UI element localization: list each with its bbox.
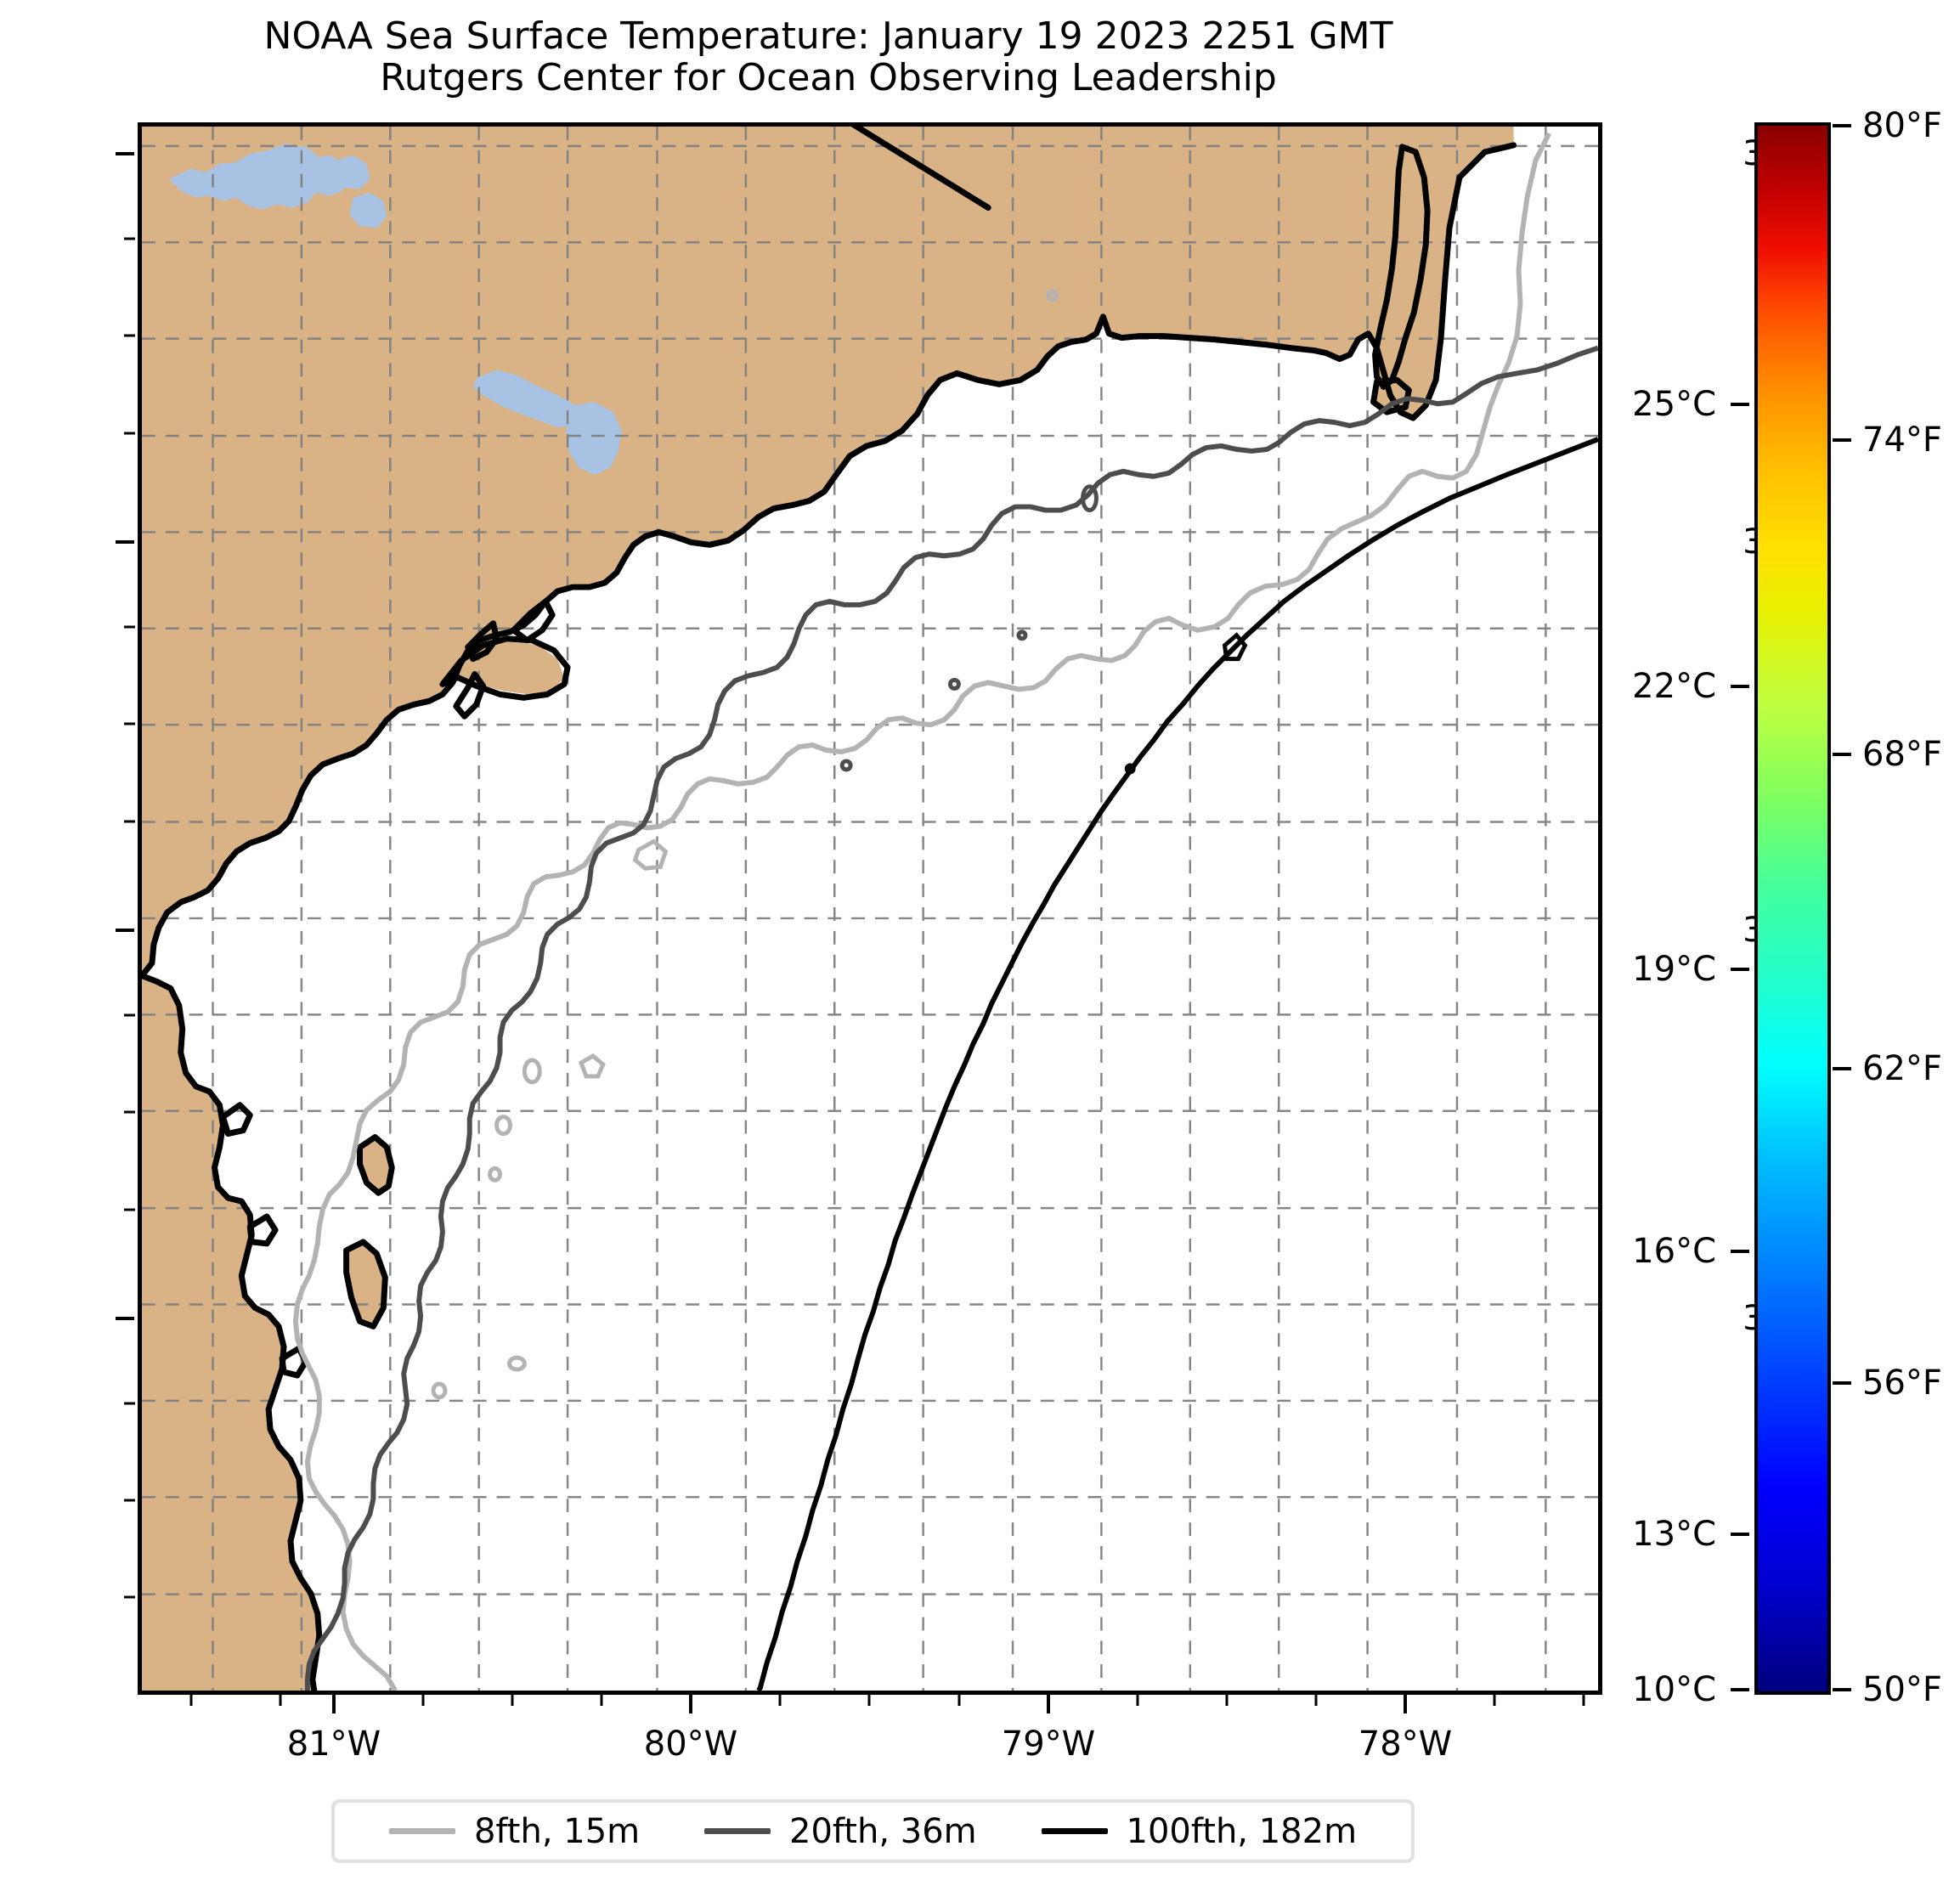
x-tick-minor-10 xyxy=(1225,1695,1229,1706)
x-tick-minor-9 xyxy=(1136,1695,1139,1706)
page-title: NOAA Sea Surface Temperature: January 19… xyxy=(263,14,1393,58)
map-plot-area[interactable] xyxy=(138,122,1602,1695)
colorbar-tick-25C xyxy=(1731,403,1749,406)
x-tick-label-79W: 79°W xyxy=(1001,1725,1096,1764)
y-tick-major-31N xyxy=(116,1317,134,1320)
x-tick-label-78W: 78°W xyxy=(1358,1725,1453,1764)
colorbar-tick-16C xyxy=(1731,1250,1749,1253)
y-tick-label-34N: 34°N xyxy=(0,134,1960,173)
y-tick-label-32N: 32°N xyxy=(0,911,1960,950)
colorbar-label-22C: 22°C xyxy=(1632,667,1716,706)
x-tick-minor-11 xyxy=(1314,1695,1318,1706)
x-tick-minor-8 xyxy=(957,1695,961,1706)
x-tick-label-80W: 80°W xyxy=(643,1725,738,1764)
x-tick-minor-5 xyxy=(600,1695,603,1706)
colorbar-label-16C: 16°C xyxy=(1632,1232,1716,1271)
y-tick-minor-5 xyxy=(124,722,135,725)
colorbar-label-68F: 68°F xyxy=(1862,735,1942,774)
x-tick-minor-7 xyxy=(867,1695,871,1706)
colorbar-tick-80F xyxy=(1833,124,1851,127)
colorbar-label-13C: 13°C xyxy=(1632,1515,1716,1554)
y-tick-minor-4 xyxy=(124,625,135,629)
colorbar-label-74F: 74°F xyxy=(1862,421,1942,460)
isobath-legend[interactable]: 8fth, 15m 20fth, 36m 100fth, 182m xyxy=(331,1799,1415,1863)
legend-item-20fth[interactable]: 20fth, 36m xyxy=(704,1812,977,1851)
y-tick-minor-1 xyxy=(124,237,135,240)
colorbar-label-19C: 19°C xyxy=(1632,950,1716,989)
x-tick-minor-2 xyxy=(279,1695,282,1706)
x-tick-minor-12 xyxy=(1493,1695,1496,1706)
legend-item-100fth[interactable]: 100fth, 182m xyxy=(1041,1811,1358,1851)
x-tick-major-79W xyxy=(1047,1695,1050,1713)
y-tick-minor-10 xyxy=(124,1402,135,1405)
x-tick-minor-6 xyxy=(778,1695,782,1706)
legend-label-20fth: 20fth, 36m xyxy=(789,1811,977,1851)
y-tick-minor-2 xyxy=(124,334,135,337)
colorbar-tick-10C xyxy=(1731,1688,1749,1691)
legend-label-8fth: 8fth, 15m xyxy=(473,1811,641,1851)
colorbar-label-56F: 56°F xyxy=(1862,1363,1942,1403)
x-tick-minor-13 xyxy=(1582,1695,1585,1706)
colorbar-label-62F: 62°F xyxy=(1862,1049,1942,1088)
x-tick-label-81W: 81°W xyxy=(286,1725,381,1764)
colorbar-tick-68F xyxy=(1833,753,1851,756)
colorbar-tick-22C xyxy=(1731,685,1749,688)
colorbar-tick-13C xyxy=(1731,1533,1749,1536)
legend-line-8fth-icon xyxy=(388,1828,455,1834)
y-tick-minor-11 xyxy=(124,1499,135,1502)
y-tick-minor-12 xyxy=(124,1595,135,1599)
legend-line-100fth-icon xyxy=(1041,1828,1108,1834)
x-tick-major-80W xyxy=(689,1695,692,1713)
y-tick-minor-8 xyxy=(124,1110,135,1114)
y-tick-label-33N: 33°N xyxy=(0,522,1960,562)
page-subtitle: Rutgers Center for Ocean Observing Leade… xyxy=(380,56,1277,100)
y-tick-minor-7 xyxy=(124,1013,135,1017)
map-canvas xyxy=(142,127,1598,1691)
colorbar-tick-56F xyxy=(1833,1381,1851,1385)
x-tick-minor-3 xyxy=(421,1695,425,1706)
colorbar-container[interactable] xyxy=(1731,122,1851,1695)
colorbar-tick-50F xyxy=(1833,1688,1851,1691)
colorbar-label-10C: 10°C xyxy=(1632,1670,1716,1709)
chart-title-block: NOAA Sea Surface Temperature: January 19… xyxy=(0,15,1657,99)
y-tick-label-31N: 31°N xyxy=(0,1299,1960,1338)
legend-line-20fth-icon xyxy=(704,1828,771,1834)
x-tick-major-78W xyxy=(1404,1695,1407,1713)
x-tick-minor-4 xyxy=(511,1695,514,1706)
y-tick-major-34N xyxy=(116,152,134,155)
colorbar-gradient xyxy=(1754,122,1831,1695)
legend-label-100fth: 100fth, 182m xyxy=(1126,1811,1358,1851)
colorbar-tick-74F xyxy=(1833,438,1851,442)
y-tick-minor-3 xyxy=(124,432,135,435)
legend-item-8fth[interactable]: 8fth, 15m xyxy=(388,1811,641,1851)
colorbar-label-25C: 25°C xyxy=(1632,385,1716,424)
y-tick-minor-9 xyxy=(124,1208,135,1211)
colorbar-tick-62F xyxy=(1833,1067,1851,1070)
y-tick-major-33N xyxy=(116,540,134,544)
x-tick-minor-1 xyxy=(189,1695,193,1706)
y-tick-major-32N xyxy=(116,929,134,932)
colorbar-label-80F: 80°F xyxy=(1862,106,1942,145)
colorbar-tick-19C xyxy=(1731,968,1749,971)
x-tick-major-81W xyxy=(332,1695,336,1713)
colorbar-label-50F: 50°F xyxy=(1862,1670,1942,1709)
y-tick-minor-6 xyxy=(124,820,135,823)
